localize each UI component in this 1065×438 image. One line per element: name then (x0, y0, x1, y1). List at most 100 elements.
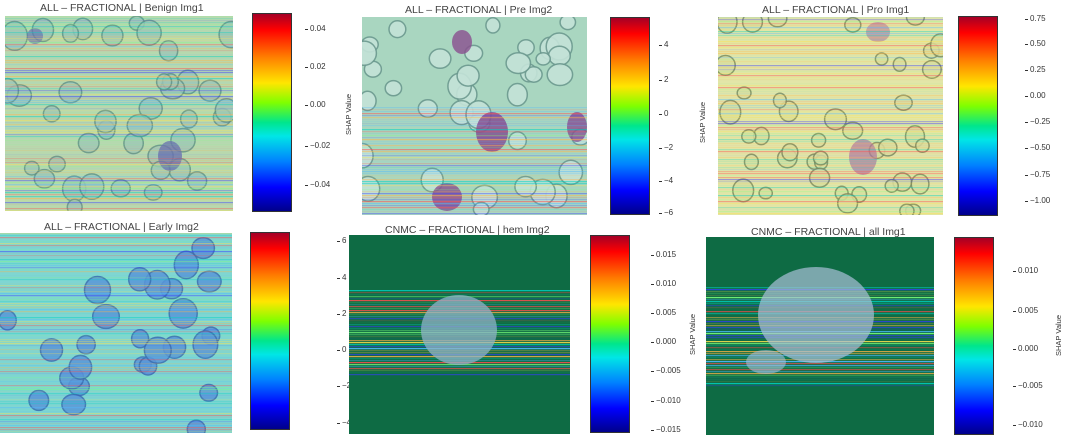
shap-stripe (5, 210, 233, 211)
panel-3-colorbar (958, 16, 998, 216)
shap-stripe (0, 357, 232, 359)
shap-stripe (5, 154, 233, 156)
shap-stripe (5, 146, 233, 148)
shap-stripe (0, 349, 232, 351)
shap-stripe (718, 105, 943, 107)
shap-stripe (5, 58, 233, 60)
shap-stripe (0, 317, 232, 319)
panel-4-tick: 2 (336, 309, 347, 318)
panel-3-tick: 0.50 (1025, 39, 1046, 48)
shap-stripe (5, 18, 233, 20)
shap-stripe (0, 271, 232, 273)
shap-stripe (718, 101, 943, 103)
panel-2-image (362, 17, 587, 215)
shap-stripe (362, 149, 587, 151)
shap-stripe (0, 255, 232, 257)
shap-stripe (362, 129, 587, 131)
shap-stripe (0, 371, 232, 373)
shap-stripe (5, 122, 233, 124)
shap-stripe (718, 159, 943, 161)
shap-stripe (718, 195, 943, 197)
cell (535, 52, 552, 66)
cell (39, 338, 64, 362)
panel-5-tick: −0.005 (651, 366, 681, 375)
shap-stripe (5, 36, 233, 38)
shap-stripe (0, 417, 232, 419)
shap-stripe (5, 102, 233, 104)
shap-stripe (0, 401, 232, 403)
shap-stripe (5, 108, 233, 110)
cell (547, 45, 572, 67)
shap-stripe (5, 152, 233, 153)
shap-stripe (362, 143, 587, 145)
cell (505, 51, 532, 75)
shap-stripe (362, 163, 587, 165)
shap-stripe (5, 24, 233, 26)
shap-stripe (0, 353, 232, 355)
shap-stripe (5, 174, 233, 175)
shap-stripe (0, 297, 232, 299)
cell (546, 62, 574, 87)
shap-stripe (5, 194, 233, 196)
shap-stripe (5, 98, 233, 100)
cell (781, 142, 799, 162)
shap-stripe (5, 182, 233, 184)
shap-stripe (5, 90, 233, 92)
cell (456, 64, 480, 87)
shap-stripe (0, 405, 232, 406)
shap-stripe (0, 285, 232, 287)
shap-stripe (718, 161, 943, 163)
shap-stripe (0, 307, 232, 309)
shap-stripe (718, 45, 943, 47)
shap-stripe (5, 168, 233, 170)
panel-2-title: ALL – FRACTIONAL | Pre Img2 (405, 4, 553, 16)
cell (192, 330, 219, 360)
cell (388, 20, 407, 39)
shap-stripe (706, 383, 934, 385)
shap-stripe (718, 197, 943, 199)
panel-6-colorbar (954, 237, 994, 435)
shap-stripe (0, 253, 232, 255)
shap-stripe (0, 365, 232, 367)
panel-1-tick: −0.04 (304, 180, 331, 189)
shap-stripe (349, 372, 570, 374)
shap-stripe (5, 16, 233, 18)
shap-stripe (718, 67, 943, 69)
shap-stripe (718, 65, 943, 67)
shap-stripe (718, 127, 943, 129)
shap-stripe (5, 40, 233, 42)
shap-stripe (5, 66, 233, 67)
shap-stripe (718, 183, 943, 185)
shap-stripe (362, 205, 587, 207)
shap-stripe (349, 374, 570, 376)
cell (143, 183, 163, 201)
shap-stripe (362, 175, 587, 177)
shap-stripe (718, 207, 943, 209)
shap-stripe (718, 79, 943, 81)
cell (362, 90, 377, 112)
cell (874, 52, 889, 66)
cell (61, 393, 87, 416)
shap-stripe (706, 381, 934, 383)
cell (718, 54, 736, 77)
shap-stripe (362, 199, 587, 201)
shap-stripe (0, 395, 232, 397)
panel-2-tick: −6 (658, 208, 674, 217)
shap-stripe (718, 47, 943, 49)
cell (101, 24, 124, 47)
shap-stripe (5, 22, 233, 24)
shap-stripe (718, 147, 943, 149)
shap-stripe (0, 351, 232, 353)
shap-stripe (0, 347, 232, 348)
shap-stripe (5, 80, 233, 82)
cell (58, 81, 83, 104)
shap-stripe (718, 61, 943, 63)
shap-stripe (5, 170, 233, 172)
nucleus (567, 112, 587, 142)
shap-stripe (718, 63, 943, 64)
panel-1-colorbar-label: SHAP Value (344, 94, 353, 135)
shap-stripe (349, 294, 570, 296)
shap-stripe (0, 269, 232, 271)
shap-stripe (362, 139, 587, 141)
shap-stripe (718, 25, 943, 27)
